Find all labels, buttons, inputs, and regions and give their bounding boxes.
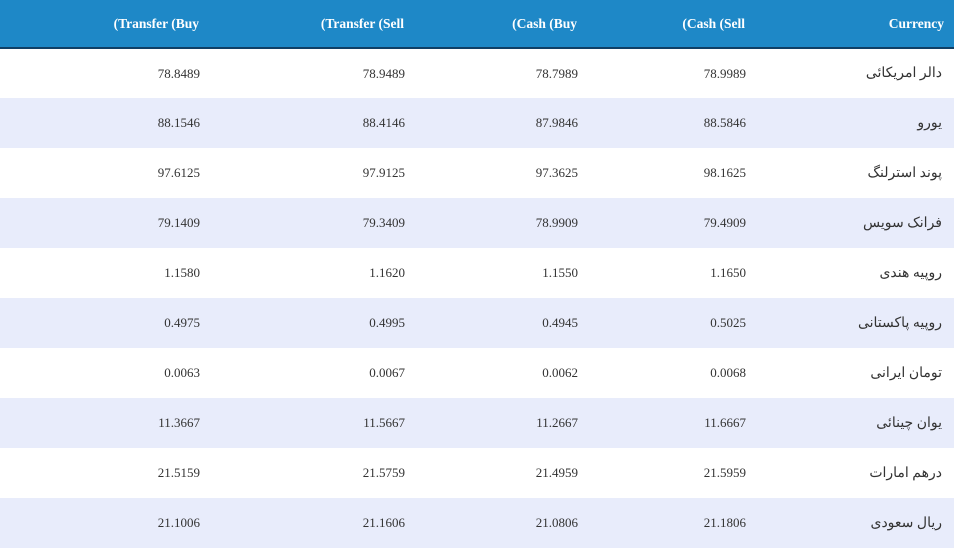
cell-transfer-buy: 21.5159 xyxy=(157,465,200,480)
cell-transfer-buy: 97.6125 xyxy=(157,165,200,180)
cell-cash-sell: 98.1625 xyxy=(703,165,746,180)
cell-transfer-sell: 0.0067 xyxy=(369,365,405,380)
cell-transfer-sell: 0.4995 xyxy=(369,315,405,330)
table-row: 88.1546 88.4146 87.9846 88.5846 یورو xyxy=(0,98,954,148)
cell-transfer-buy: 0.0063 xyxy=(164,365,200,380)
cell-currency: فرانک سویس xyxy=(863,215,942,231)
header-cash-buy: (Cash (Buy xyxy=(512,15,577,31)
cell-currency: تومان ایرانی xyxy=(870,365,942,381)
cell-transfer-buy: 0.4975 xyxy=(164,315,200,330)
header-currency: Currency xyxy=(888,15,944,31)
table-row: 21.5159 21.5759 21.4959 21.5959 درهم اما… xyxy=(0,448,954,498)
cell-currency: روپیه پاکستانی xyxy=(857,315,942,331)
cell-cash-buy: 78.7989 xyxy=(535,65,578,81)
cell-transfer-buy: 78.8489 xyxy=(157,65,200,81)
cell-cash-buy: 21.4959 xyxy=(535,465,578,480)
cell-currency: دالر امریکائی xyxy=(865,66,942,81)
cell-currency: روپیه هندی xyxy=(879,265,942,281)
cell-cash-sell: 88.5846 xyxy=(703,115,746,130)
cell-cash-sell: 11.6667 xyxy=(704,415,746,430)
cell-transfer-buy: 79.1409 xyxy=(157,215,200,230)
cell-cash-buy: 97.3625 xyxy=(535,165,578,180)
cell-currency: پوند استرلنگ xyxy=(867,165,942,181)
cell-cash-buy: 1.1550 xyxy=(542,265,578,280)
cell-cash-buy: 21.0806 xyxy=(535,515,578,530)
cell-currency: ریال سعودی xyxy=(870,515,942,531)
table-row: 79.1409 79.3409 78.9909 79.4909 فرانک سو… xyxy=(0,198,954,248)
cell-transfer-buy: 88.1546 xyxy=(157,115,200,130)
cell-transfer-sell: 97.9125 xyxy=(362,165,405,180)
cell-transfer-sell: 88.4146 xyxy=(362,115,405,130)
header-transfer-buy: (Transfer (Buy xyxy=(113,15,199,31)
cell-cash-sell: 21.5959 xyxy=(703,465,746,480)
table-body: 78.8489 78.9489 78.7989 78.9989 دالر امر… xyxy=(0,48,954,548)
cell-cash-buy: 78.9909 xyxy=(535,215,578,230)
cell-transfer-sell: 21.5759 xyxy=(362,465,405,480)
table-row: 97.6125 97.9125 97.3625 98.1625 پوند است… xyxy=(0,148,954,198)
cell-currency: درهم امارات xyxy=(869,465,942,481)
cell-transfer-sell: 21.1606 xyxy=(362,515,405,530)
cell-currency: یوان چینائی xyxy=(876,415,942,431)
cell-transfer-sell: 79.3409 xyxy=(362,215,405,230)
header-row: (Transfer (Buy (Transfer (Sell (Cash (Bu… xyxy=(0,0,954,48)
table-row: 0.4975 0.4995 0.4945 0.5025 روپیه پاکستا… xyxy=(0,298,954,348)
table-row: 78.8489 78.9489 78.7989 78.9989 دالر امر… xyxy=(0,48,954,98)
cell-cash-buy: 11.2667 xyxy=(536,415,578,430)
cell-transfer-buy: 21.1006 xyxy=(157,515,200,530)
table-row: 11.3667 11.5667 11.2667 11.6667 یوان چین… xyxy=(0,398,954,448)
cell-cash-sell: 78.9989 xyxy=(703,65,746,81)
header-transfer-sell: (Transfer (Sell xyxy=(320,15,404,31)
cell-cash-buy: 0.0062 xyxy=(542,365,578,380)
cell-transfer-buy: 11.3667 xyxy=(158,415,200,430)
cell-cash-buy: 87.9846 xyxy=(535,115,578,130)
cell-transfer-sell: 1.1620 xyxy=(369,265,405,280)
cell-cash-sell: 0.0068 xyxy=(710,365,746,380)
table-row: 21.1006 21.1606 21.0806 21.1806 ریال سعو… xyxy=(0,498,954,548)
cell-cash-sell: 21.1806 xyxy=(703,515,746,530)
cell-cash-sell: 79.4909 xyxy=(703,215,746,230)
cell-transfer-sell: 11.5667 xyxy=(363,415,405,430)
cell-cash-sell: 0.5025 xyxy=(710,315,746,330)
table-row: 0.0063 0.0067 0.0062 0.0068 تومان ایرانی xyxy=(0,348,954,398)
cell-transfer-buy: 1.1580 xyxy=(164,265,200,280)
table-row: 1.1580 1.1620 1.1550 1.1650 روپیه هندی xyxy=(0,248,954,298)
table-header: (Transfer (Buy (Transfer (Sell (Cash (Bu… xyxy=(0,0,954,48)
cell-cash-buy: 0.4945 xyxy=(542,315,578,330)
header-cash-sell: (Cash (Sell xyxy=(682,15,745,31)
cell-transfer-sell: 78.9489 xyxy=(362,65,405,81)
cell-currency: یورو xyxy=(917,115,942,131)
cell-cash-sell: 1.1650 xyxy=(710,265,746,280)
